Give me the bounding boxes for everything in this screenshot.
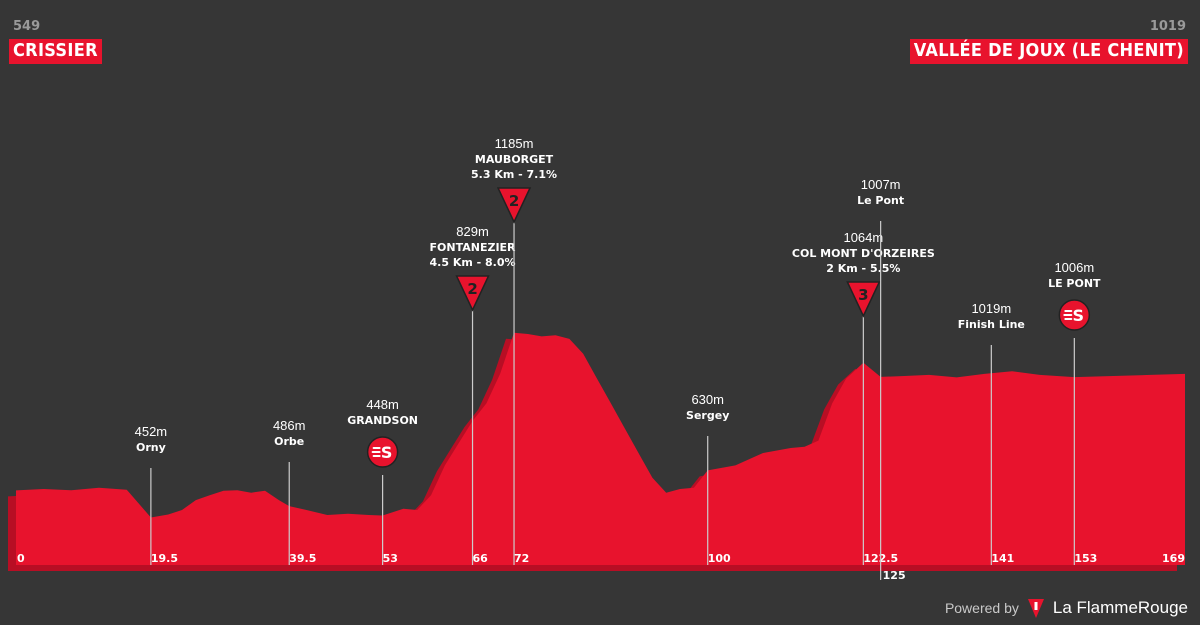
finish-name: VALLÉE DE JOUX (LE CHENIT) (909, 39, 1188, 64)
waypoint-elevation: 1006m (1054, 260, 1094, 275)
km-tick-label: 19.5 (151, 552, 178, 565)
waypoint-elevation: 1185m (495, 136, 534, 151)
brand-name: La FlammeRouge (1052, 598, 1188, 617)
km-tick-label: 39.5 (289, 552, 316, 565)
sprint-icon-letter: S (381, 443, 393, 462)
waypoint-name: Orbe (274, 435, 304, 448)
climb-category-number: 2 (509, 192, 519, 210)
powered-by-text: Powered by (944, 600, 1019, 616)
waypoint-elevation: 452m (135, 424, 168, 439)
waypoint-name: MAUBORGET (475, 153, 554, 166)
waypoint-name: LE PONT (1048, 277, 1101, 290)
km-tick-label: 141 (991, 552, 1014, 565)
climb-category-number: 2 (467, 280, 477, 298)
km-tick-label: 100 (708, 552, 731, 565)
flamme-rouge-logo-icon (1027, 599, 1044, 618)
waypoint-climb-stats: 5.3 Km - 7.1% (471, 168, 557, 181)
climb-category-number: 3 (858, 286, 868, 304)
sprint-icon-lines (371, 447, 381, 457)
start-name: CRISSIER (9, 39, 102, 64)
finish-elevation: 1019 (1149, 19, 1186, 34)
waypoint-climb-stats: 4.5 Km - 8.0% (430, 256, 516, 269)
km-tick-label: 72 (514, 552, 529, 565)
waypoint-name: Sergey (686, 409, 729, 422)
start-elevation: 549 (13, 19, 41, 34)
sprint-icon (366, 436, 399, 468)
waypoint-name: Le Pont (857, 194, 904, 207)
climb-category-icon (455, 275, 490, 312)
sprint-icon (1058, 299, 1091, 331)
sprint-icon-letter: S (1073, 306, 1085, 325)
waypoint-name: GRANDSON (347, 414, 418, 427)
waypoint-name: FONTANEZIER (430, 241, 517, 254)
km-tick-label: 169 (1162, 552, 1185, 565)
km-tick-label: 0 (17, 552, 25, 565)
sprint-icon-lines (1063, 310, 1073, 320)
waypoint-elevation: 486m (273, 418, 306, 433)
km-tick-label: 66 (473, 552, 489, 565)
waypoint-name: COL MONT D'ORZEIRES (792, 247, 935, 260)
footer: Powered by La FlammeRouge (945, 597, 1188, 619)
profile-area (16, 332, 1185, 565)
waypoint-elevation: 1007m (861, 177, 901, 192)
km-tick-extra: 125 (883, 569, 906, 582)
waypoint-elevation: 1064m (843, 230, 883, 245)
waypoint-elevation: 1019m (971, 301, 1011, 316)
km-tick-label: 153 (1074, 552, 1097, 565)
waypoint-name: Finish Line (958, 318, 1025, 331)
waypoint-elevation: 448m (366, 397, 399, 412)
waypoint-name: Orny (136, 441, 166, 454)
waypoint-climb-stats: 2 Km - 5.5% (826, 262, 900, 275)
waypoint-elevation: 630m (691, 392, 724, 407)
climb-category-icon (846, 281, 881, 318)
km-tick-label: 53 (383, 552, 398, 565)
climb-category-icon (496, 187, 532, 224)
waypoint-elevation: 829m (456, 224, 489, 239)
